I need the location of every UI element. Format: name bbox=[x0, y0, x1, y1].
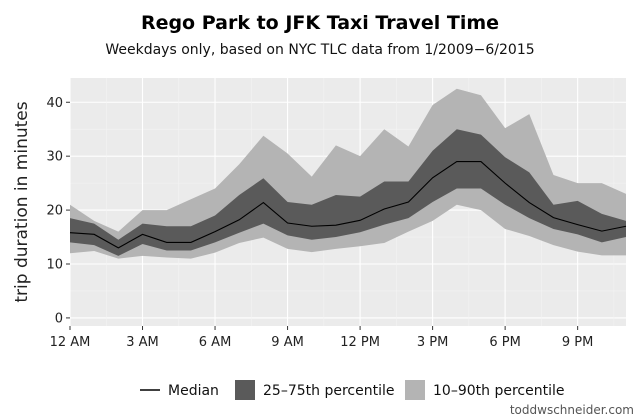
y-tick-label: 10 bbox=[46, 258, 63, 273]
x-tick-label: 9 AM bbox=[271, 335, 304, 350]
x-tick-label: 12 PM bbox=[340, 335, 380, 350]
band-25-75-area bbox=[70, 129, 626, 256]
y-tick-label: 40 bbox=[46, 96, 63, 111]
x-tick-label: 12 AM bbox=[50, 335, 91, 350]
x-axis-ticks: 12 AM 3 AM 6 AM 9 AM 12 PM 3 PM 6 PM 9 PM bbox=[50, 326, 593, 350]
band-25-75 bbox=[70, 129, 626, 256]
x-tick-label: 6 PM bbox=[489, 335, 520, 350]
y-tick-label: 30 bbox=[46, 150, 63, 165]
legend-label-25-75: 25–75th percentile bbox=[263, 383, 394, 399]
y-tick-label: 0 bbox=[55, 311, 63, 326]
y-axis-ticks: 0 10 20 30 40 bbox=[46, 96, 70, 326]
y-tick-label: 20 bbox=[46, 204, 63, 219]
band-10-90-area bbox=[70, 88, 626, 259]
y-axis-title: trip duration in minutes bbox=[12, 101, 32, 302]
chart-subtitle: Weekdays only, based on NYC TLC data fro… bbox=[105, 42, 535, 58]
legend: Median 25–75th percentile 10–90th percenti… bbox=[140, 380, 564, 400]
median-line bbox=[69, 161, 627, 249]
band-10-90 bbox=[70, 88, 626, 259]
x-tick-label: 6 AM bbox=[199, 335, 232, 350]
legend-key-10-90 bbox=[405, 380, 425, 400]
credit-text: toddwschneider.com bbox=[509, 403, 634, 417]
legend-label-median: Median bbox=[168, 383, 219, 399]
x-tick-label: 9 PM bbox=[562, 335, 593, 350]
x-tick-label: 3 PM bbox=[417, 335, 448, 350]
x-tick-label: 3 AM bbox=[126, 335, 159, 350]
median-line-layer bbox=[69, 161, 627, 249]
chart-title: Rego Park to JFK Taxi Travel Time bbox=[140, 12, 500, 34]
legend-label-10-90: 10–90th percentile bbox=[433, 383, 564, 399]
legend-key-25-75 bbox=[235, 380, 255, 400]
